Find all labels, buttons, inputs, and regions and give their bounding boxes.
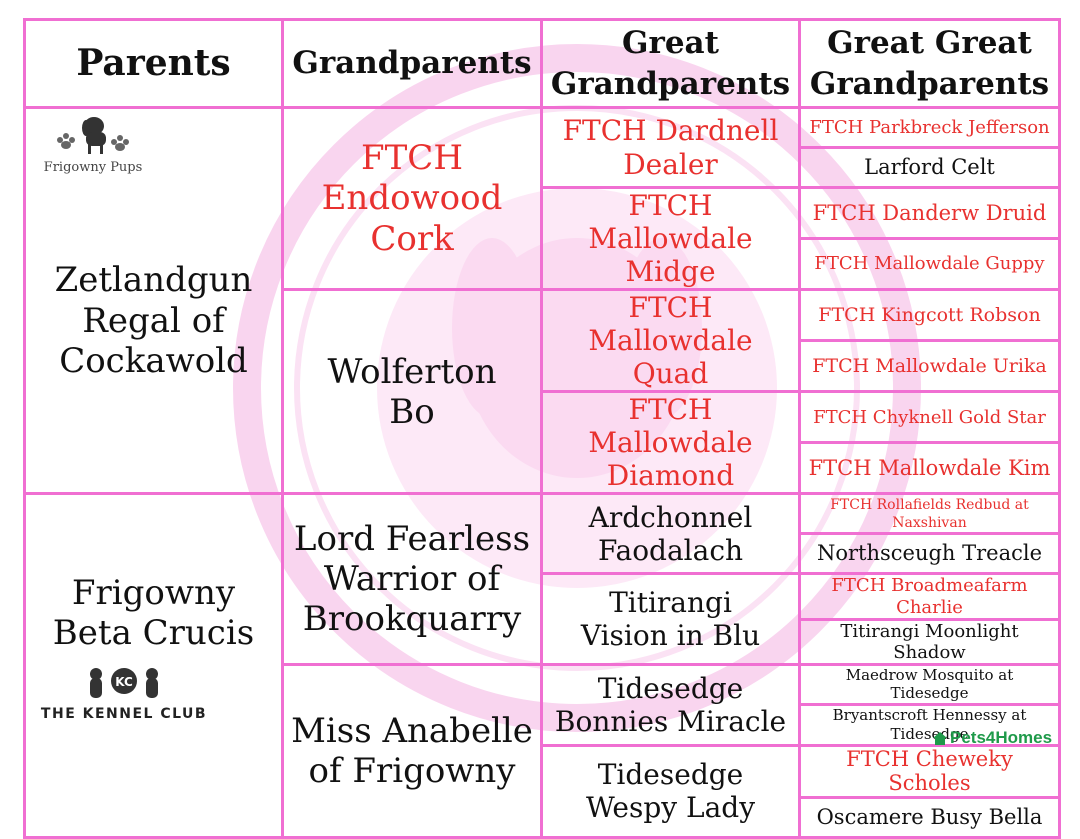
gg-grandparent-12: Titirangi Moonlight Shadow [798,617,1061,667]
kennel-club-logo: KC THE KENNEL CLUB [34,664,214,724]
frigowny-pups-logo: Frigowny Pups [28,112,158,180]
grandparent-1: FTCH Endowood Cork [281,105,543,292]
great-grandparent-7: Tidesedge Bonnies Miracle [540,663,801,747]
kennel-club-dogs-icon: KC [90,668,158,698]
header-great-grandparents: Great Grandparents [540,18,801,109]
gg-grandparent-10: Northsceugh Treacle [798,532,1061,576]
gg-grandparent-15: FTCH Cheweky Scholes [798,743,1061,800]
header-great-great-grandparents: Great Great Grandparents [798,18,1061,109]
great-grandparent-1: FTCH Dardnell Dealer [540,106,801,189]
gg-grandparent-11: FTCH Broadmeafarm Charlie [798,572,1061,621]
gg-grandparent-1: FTCH Parkbreck Jefferson [798,106,1061,149]
gg-grandparent-3: FTCH Danderw Druid [798,185,1061,241]
gg-grandparent-9: FTCH Rollafields Redbud at Naxshivan [798,492,1061,536]
great-grandparent-4: FTCH Mallowdale Diamond [540,390,801,496]
grandparent-4: Miss Anabelle of Frigowny [281,663,543,839]
header-row: Parents Grandparents Great Grandparents G… [23,18,1061,109]
kc-badge-text: KC [115,675,133,689]
gg-grandparent-7: FTCH Chyknell Gold Star [798,390,1061,445]
pets4homes-label: Pets4Homes [950,728,1053,747]
kennel-club-label: THE KENNEL CLUB [40,706,208,722]
gg-grandparent-6: FTCH Mallowdale Urika [798,339,1061,394]
gg-grandparent-5: FTCH Kingcott Robson [798,288,1061,343]
frigowny-pups-label: Frigowny Pups [43,160,143,175]
gg-grandparent-8: FTCH Mallowdale Kim [798,441,1061,496]
grandparent-3: Lord Fearless Warrior of Brookquarry [281,492,543,667]
great-grandparent-3: FTCH Mallowdale Quad [540,288,801,394]
gg-grandparent-4: FTCH Mallowdale Guppy [798,237,1061,292]
great-grandparent-5: Ardchonnel Faodalach [540,492,801,576]
great-grandparent-2: FTCH Mallowdale Midge [540,185,801,292]
dog-paws-icon [57,117,129,154]
great-grandparent-6: Titirangi Vision in Blu [540,572,801,667]
header-parents: Parents [23,18,284,109]
gg-grandparent-2: Larford Celt [798,146,1061,189]
pets4homes-logo: Pets4Homes [932,728,1052,748]
grandparent-2: Wolferton Bo [281,288,543,496]
header-grandparents: Grandparents [281,18,543,109]
gg-grandparent-16: Oscamere Busy Bella [798,796,1061,839]
gg-grandparent-13: Maedrow Mosquito at Tidesedge [798,663,1061,707]
house-icon [933,732,947,745]
great-grandparent-8: Tidesedge Wespy Lady [540,743,801,839]
